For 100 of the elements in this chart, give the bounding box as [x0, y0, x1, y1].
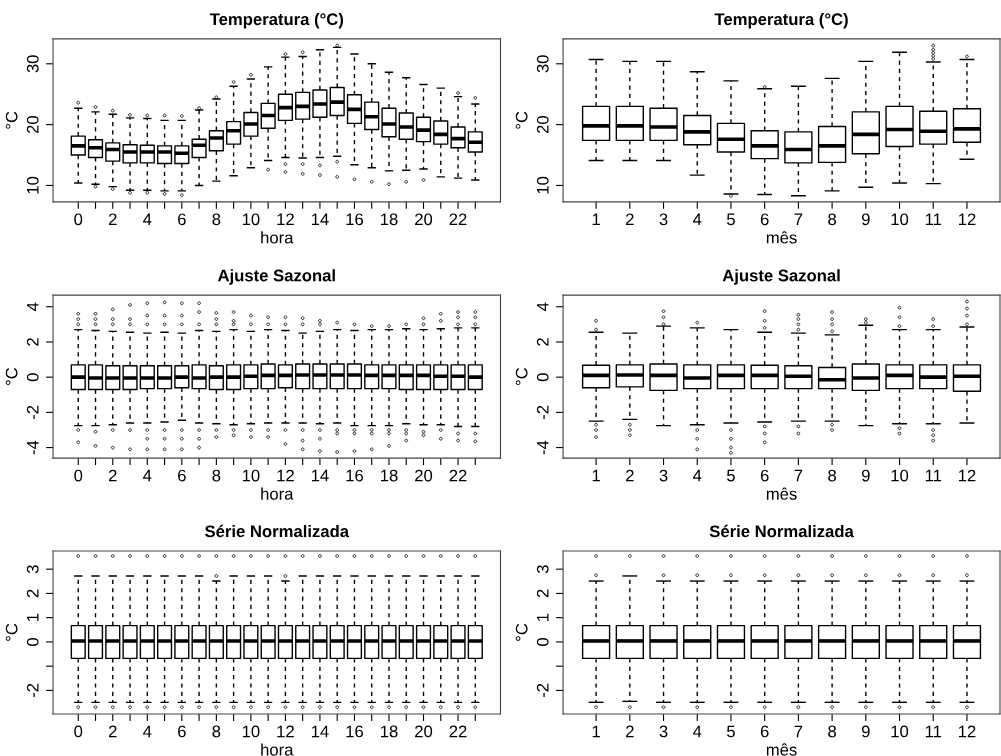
x-tick-label: 22 [449, 213, 467, 226]
x-tick-label: 11 [925, 725, 942, 738]
x-tick-label: 2 [108, 725, 117, 738]
x-tick-label: 12 [277, 469, 294, 482]
y-axis-title: °C [5, 111, 18, 129]
x-tick-label: 16 [346, 469, 363, 482]
y-axis-title: °C [5, 367, 18, 385]
x-axis-title: mês [766, 487, 797, 500]
x-tick-label: 7 [794, 469, 803, 482]
x-tick-label: 16 [346, 213, 363, 226]
y-tick-label: 1 [27, 613, 39, 622]
x-tick-label: 22 [449, 469, 467, 482]
x-tick-label: 5 [726, 469, 735, 482]
y-tick-label: 2 [536, 338, 549, 346]
x-tick-label: 8 [212, 213, 221, 226]
x-tick-label: 14 [311, 469, 329, 482]
x-tick-label: 5 [726, 725, 735, 738]
x-tick-label: 11 [925, 469, 942, 482]
x-tick-label: 6 [178, 469, 186, 482]
y-tick-label: 20 [536, 115, 549, 134]
x-tick-label: 2 [626, 725, 634, 738]
y-tick-label: 0 [26, 637, 39, 646]
y-tick-label: 30 [536, 55, 549, 73]
x-tick-label: 2 [108, 213, 117, 226]
x-tick-label: 18 [380, 213, 398, 226]
x-tick-label: 0 [74, 213, 83, 226]
x-tick-label: 12 [277, 213, 294, 226]
x-tick-label: 10 [242, 725, 260, 738]
chart-title: Ajuste Sazonal [722, 269, 840, 285]
x-tick-label: 1 [592, 725, 600, 738]
x-tick-label: 7 [794, 725, 803, 738]
y-tick-label: 2 [26, 589, 39, 598]
x-tick-label: 10 [242, 469, 260, 482]
x-tick-label: 6 [760, 469, 769, 482]
y-tick-label: 3 [26, 565, 39, 574]
x-tick-label: 9 [861, 213, 870, 226]
y-tick-label: 1 [537, 613, 549, 622]
y-axis-title: °C [515, 111, 528, 129]
x-tick-label: 7 [794, 213, 803, 226]
x-tick-label: 20 [415, 725, 433, 738]
y-axis-title: °C [515, 623, 528, 641]
x-tick-label: 4 [692, 469, 702, 482]
x-tick-label: 11 [925, 213, 942, 226]
y-tick-label: -4 [537, 440, 549, 455]
x-tick-label: 4 [692, 725, 702, 738]
x-axis-title: mês [766, 231, 797, 244]
x-tick-label: 8 [828, 725, 837, 738]
x-tick-label: 1 [592, 469, 600, 482]
x-tick-label: 12 [958, 469, 976, 482]
x-tick-label: 9 [861, 725, 870, 738]
x-tick-label: 3 [659, 469, 668, 482]
y-tick-label: 10 [26, 176, 39, 194]
y-tick-label: 0 [26, 373, 39, 382]
chart-title: Série Normalizada [205, 524, 350, 538]
chart-title: Temperatura (°C) [209, 12, 344, 29]
x-tick-label: 6 [178, 213, 186, 226]
y-tick-label: 30 [26, 55, 39, 73]
y-tick-label: 4 [537, 302, 549, 312]
chart-title: Temperatura (°C) [714, 12, 848, 29]
y-tick-label: 10 [536, 176, 549, 194]
y-tick-label: 0 [536, 637, 549, 646]
x-tick-label: 2 [108, 469, 117, 482]
chart-title: Série Normalizada [709, 524, 854, 538]
y-axis-title: °C [5, 623, 18, 641]
x-axis-title: hora [261, 231, 294, 244]
y-tick-label: 4 [27, 302, 39, 312]
x-tick-label: 4 [143, 213, 152, 226]
y-tick-label: 2 [26, 338, 39, 346]
x-tick-label: 1 [592, 213, 600, 226]
x-tick-label: 20 [415, 213, 433, 226]
x-tick-label: 0 [74, 725, 83, 738]
x-tick-label: 16 [346, 725, 363, 738]
x-tick-label: 9 [861, 469, 870, 482]
x-tick-label: 12 [958, 725, 976, 738]
y-tick-label: 20 [26, 115, 39, 134]
y-axis-title: °C [515, 367, 528, 385]
x-tick-label: 10 [891, 213, 909, 226]
x-tick-label: 22 [449, 725, 467, 738]
x-tick-label: 4 [143, 469, 152, 482]
x-tick-label: 12 [958, 213, 976, 226]
y-tick-label: -4 [27, 440, 39, 455]
x-tick-label: 3 [659, 213, 668, 226]
x-tick-label: 6 [760, 725, 769, 738]
x-tick-label: 4 [692, 213, 702, 226]
y-tick-label: -2 [26, 405, 39, 420]
x-tick-label: 2 [626, 213, 634, 226]
x-tick-label: 18 [380, 725, 398, 738]
x-tick-label: 14 [311, 725, 329, 738]
x-tick-label: 0 [74, 469, 83, 482]
x-tick-label: 2 [626, 469, 634, 482]
x-tick-label: 6 [178, 725, 186, 738]
x-tick-label: 6 [760, 213, 769, 226]
x-tick-label: 10 [891, 469, 909, 482]
y-tick-label: 3 [536, 565, 549, 574]
x-tick-label: 10 [891, 725, 909, 738]
x-tick-label: 5 [726, 213, 735, 226]
x-axis-title: mês [766, 743, 797, 756]
x-tick-label: 10 [242, 213, 260, 226]
x-tick-label: 8 [212, 469, 221, 482]
x-tick-label: 14 [311, 213, 329, 226]
